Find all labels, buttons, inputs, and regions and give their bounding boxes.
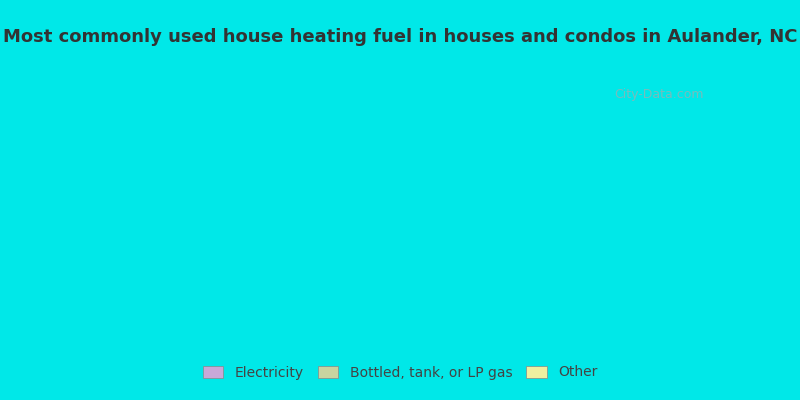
Wedge shape <box>494 234 573 247</box>
Wedge shape <box>227 74 486 247</box>
Wedge shape <box>447 98 572 240</box>
Text: City-Data.com: City-Data.com <box>614 88 704 101</box>
Text: Most commonly used house heating fuel in houses and condos in Aulander, NC: Most commonly used house heating fuel in… <box>2 28 798 46</box>
Legend: Electricity, Bottled, tank, or LP gas, Other: Electricity, Bottled, tank, or LP gas, O… <box>197 360 603 385</box>
